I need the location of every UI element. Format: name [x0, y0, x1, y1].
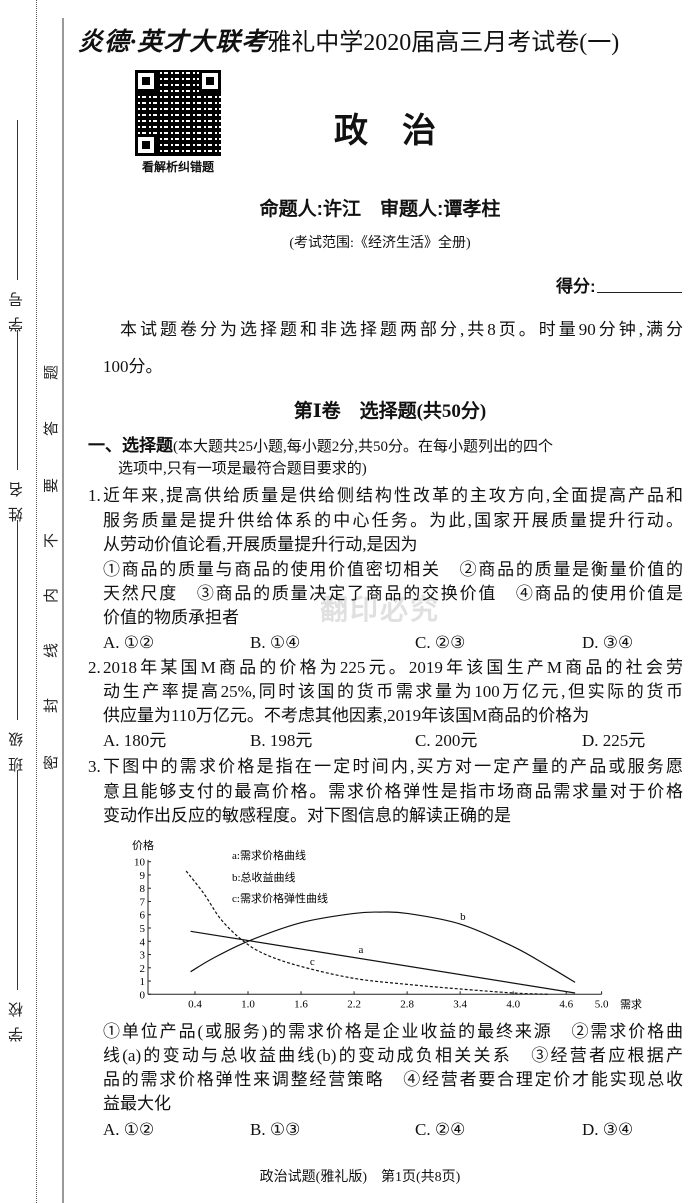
y-tick-label: 8	[140, 883, 146, 895]
exam-title: 炎德·英才大联考雅礼中学2020届高三月考试卷(一)	[78, 22, 619, 58]
seal-char: 线	[44, 642, 61, 659]
question-line: ①商品的质量与商品的使用价值密切相关 ②商品的质量是衡量价值的	[103, 560, 683, 579]
x-tick-label: 0.4	[188, 998, 202, 1010]
seal-char: 密	[44, 754, 61, 771]
qr-caption: 看解析纠错题	[141, 160, 214, 174]
question-line: 变动作出反应的敏感程度。对下图信息的解读正确的是	[103, 806, 511, 825]
question-line: 天然尺度 ③商品的质量决定了商品的交换价值 ④商品的使用价值是	[103, 584, 683, 603]
option-a[interactable]: A. 180元	[103, 731, 167, 750]
option-c[interactable]: C. ②③	[415, 633, 466, 652]
question-line: 益最大化	[103, 1094, 171, 1113]
score-field[interactable]	[597, 292, 682, 293]
exam-scope: (考试范围:《经济生活》全册)	[289, 236, 471, 251]
y-tick-label: 9	[140, 870, 146, 882]
seal-char: 封	[44, 697, 61, 714]
curve-label-c: c	[310, 956, 315, 968]
curve-c	[185, 870, 549, 995]
option-b[interactable]: B. ①④	[250, 633, 301, 652]
section-title: 第Ⅰ卷 选择题(共50分)	[293, 401, 487, 422]
part-heading-label: 一、选择题	[88, 436, 173, 455]
question-line: 动生产率提高25%,同时该国的货币需求量为100万亿元,但实际的货币	[103, 682, 683, 701]
score-label: 得分:	[556, 277, 596, 296]
question-number: 1.	[88, 486, 101, 505]
question-line: 线(a)的变动与总收益曲线(b)的变动成负相关关系 ③经营者应根据产	[103, 1046, 683, 1065]
part-note: 选项中,只有一项是最符合题目要求的)	[118, 461, 367, 477]
y-tick-label: 4	[140, 936, 146, 948]
field-label-student-id: 学号	[9, 282, 25, 332]
option-a[interactable]: A. ①②	[103, 1120, 155, 1139]
question-line: 意且能够支付的最高价格。需求价格弹性是指市场商品需求量对于价格	[103, 782, 683, 801]
brand-name: 炎德·英才大联考	[78, 29, 268, 56]
question-line: 供应量为110万亿元。不考虑其他因素,2019年该国M商品的价格为	[103, 706, 590, 725]
option-c[interactable]: C. 200元	[415, 731, 478, 750]
x-tick-label: 2.2	[347, 998, 361, 1010]
option-b[interactable]: B. ①③	[250, 1120, 301, 1139]
seal-char: 内	[44, 587, 61, 604]
part-note: (本大题共25小题,每小题2分,共50分。在每小题列出的四个	[173, 439, 553, 455]
question-number: 2.	[88, 658, 101, 677]
margin-rule	[62, 18, 64, 1203]
intro-line: 本试题卷分为选择题和非选择题两部分,共8页。时量90分钟,满分	[120, 320, 683, 339]
y-tick-label: 3	[140, 950, 146, 962]
question-line: 2018年某国M商品的价格为225元。2019年该国生产M商品的社会劳	[103, 658, 683, 677]
x-tick-label: 5.0	[595, 998, 609, 1010]
y-tick-label: 5	[140, 923, 146, 935]
x-tick-label: 1.6	[294, 998, 308, 1010]
legend-item-b: b:总收益曲线	[232, 870, 296, 884]
authors: 命题人:许江 审题人:谭孝柱	[259, 199, 501, 220]
seal-char: 要	[44, 477, 61, 494]
option-c[interactable]: C. ②④	[415, 1120, 466, 1139]
y-axis-label: 价格	[132, 838, 154, 852]
exam-name: 雅礼中学2020届高三月考试卷(一)	[267, 30, 620, 56]
option-b[interactable]: B. 198元	[250, 731, 313, 750]
cut-line	[36, 0, 37, 1203]
legend-item-c: c:需求价格弹性曲线	[232, 891, 328, 905]
watermark: 翻印必究	[320, 594, 441, 625]
option-a[interactable]: A. ①②	[103, 633, 155, 652]
option-d[interactable]: D. ③④	[582, 633, 634, 652]
question-line: 服务质量是提升供给体系的中心任务。为此,国家开展质量提升行动。	[103, 511, 683, 530]
y-tick-label: 2	[140, 963, 146, 975]
curve-label-b: b	[460, 911, 466, 923]
question-line: 下图中的需求价格是指在一定时间内,买方对一定产量的产品或服务愿	[103, 757, 683, 776]
question-line: 品的需求价格弹性来调整经营策略 ④经营者要合理定价才能实现总收	[103, 1070, 683, 1089]
seal-char: 答	[44, 420, 61, 437]
field-line	[17, 120, 18, 280]
y-tick-label: 0	[140, 989, 146, 1001]
question-line: 从劳动价值论看,开展质量提升行动,是因为	[103, 535, 418, 554]
seal-char: 不	[44, 532, 61, 549]
intro-line: 100分。	[103, 357, 163, 376]
question-line: 近年来,提高供给质量是供给侧结构性改革的主攻方向,全面提高产品和	[103, 486, 683, 505]
field-line	[17, 330, 18, 470]
option-d[interactable]: D. ③④	[582, 1120, 634, 1139]
x-tick-label: 1.0	[241, 998, 255, 1010]
field-label-school: 学校	[9, 992, 25, 1042]
x-tick-label: 3.4	[453, 998, 467, 1010]
page-footer: 政治试题(雅礼版) 第1页(共8页)	[259, 1170, 461, 1185]
seal-char: 题	[44, 364, 61, 381]
y-tick-label: 7	[140, 896, 146, 908]
field-label-name: 姓名	[9, 472, 25, 522]
curve-a	[190, 930, 576, 994]
x-tick-label: 4.6	[559, 998, 573, 1010]
y-tick-label: 6	[140, 910, 146, 922]
field-label-class: 班级	[9, 722, 25, 772]
y-tick-label: 10	[134, 857, 146, 869]
question-line: ①单位产品(或服务)的需求价格是企业收益的最终来源 ②需求价格曲	[103, 1022, 683, 1041]
option-d[interactable]: D. 225元	[582, 731, 646, 750]
field-line	[17, 770, 18, 990]
x-axis-label: 需求	[620, 998, 642, 1011]
curve-label-a: a	[359, 944, 364, 956]
curve-b	[190, 911, 576, 983]
question-line: 价值的物质承担者	[103, 608, 239, 627]
x-tick-label: 4.0	[506, 998, 520, 1010]
field-line	[17, 520, 18, 720]
question-number: 3.	[88, 757, 101, 776]
x-tick-label: 2.8	[400, 998, 414, 1010]
legend-item-a: a:需求价格曲线	[232, 848, 306, 862]
y-tick-label: 1	[140, 976, 146, 988]
subject-title: 政 治	[334, 112, 436, 150]
part-heading: 一、选择题(本大题共25小题,每小题2分,共50分。在每小题列出的四个	[88, 434, 683, 458]
